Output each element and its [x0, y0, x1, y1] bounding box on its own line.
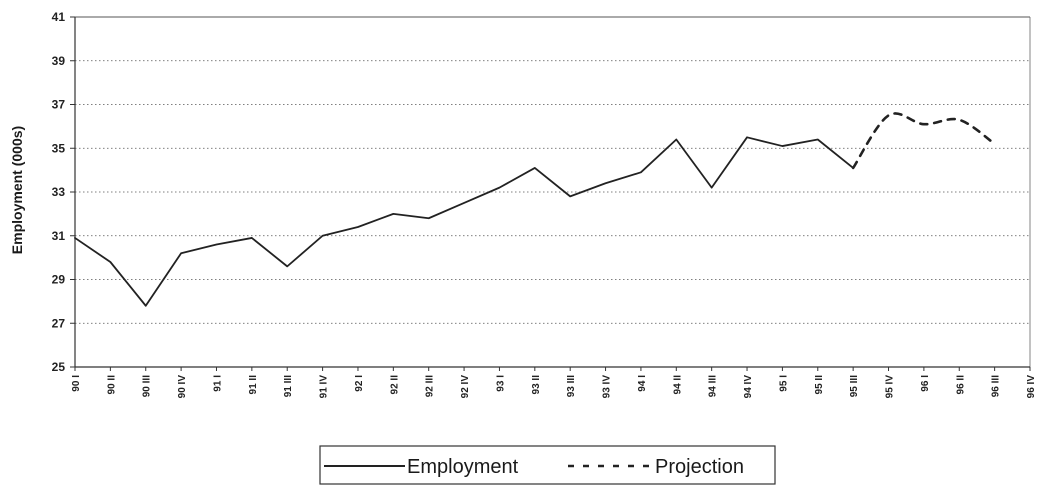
y-tick-label: 41 — [52, 10, 66, 24]
x-tick-label: 91 II — [248, 375, 259, 395]
x-tick-label: 93 II — [531, 375, 542, 395]
x-tick-label: 94 I — [637, 375, 648, 392]
x-tick-label: 96 II — [955, 375, 966, 395]
legend-projection-label: Projection — [655, 456, 744, 478]
legend: Employment Projection — [319, 445, 776, 485]
x-tick-label: 90 I — [71, 375, 82, 392]
x-tick-label: 91 I — [212, 375, 223, 392]
x-tick-label: 92 I — [354, 375, 365, 392]
x-tick-label: 93 IV — [602, 375, 613, 399]
x-tick-label: 95 I — [778, 375, 789, 392]
y-tick-label: 33 — [52, 185, 66, 199]
x-tick-label: 94 IV — [743, 375, 754, 399]
gridlines — [74, 16, 1031, 368]
y-tick-label: 31 — [52, 229, 66, 243]
series-line-employment — [74, 136, 855, 307]
y-tick-label: 29 — [52, 273, 66, 287]
x-tick-label: 95 IV — [885, 375, 896, 399]
x-tick-label: 96 III — [991, 375, 1002, 397]
y-tick-label: 37 — [52, 98, 66, 112]
series-lines — [74, 112, 996, 307]
x-tick-label: 91 III — [283, 375, 294, 397]
y-tick-label: 35 — [52, 141, 66, 155]
x-tick-label: 96 I — [920, 375, 931, 392]
x-tick-label: 90 IV — [177, 375, 188, 399]
x-tick-label: 96 IV — [1026, 375, 1037, 399]
x-axis-ticks: 90 I 90 II 90 III 90 IV 91 I 91 II 91 III 91 IV… — [71, 367, 1037, 398]
y-tick-label: 25 — [52, 360, 66, 374]
y-axis-label: Employment (000s) — [9, 126, 25, 254]
x-tick-label: 90 II — [106, 375, 117, 395]
legend-employment-label: Employment — [407, 456, 519, 478]
series-line-projection — [851, 112, 996, 170]
x-tick-label: 92 IV — [460, 375, 471, 399]
x-tick-label: 95 III — [849, 375, 860, 397]
x-tick-label: 93 I — [495, 375, 506, 392]
x-tick-label: 95 II — [814, 375, 825, 395]
y-tick-label: 27 — [52, 316, 66, 330]
x-tick-label: 94 II — [672, 375, 683, 395]
y-axis-ticks: 25 27 29 31 33 35 37 39 41 — [52, 10, 75, 374]
x-tick-label: 94 III — [708, 375, 719, 397]
x-tick-label: 92 II — [389, 375, 400, 395]
y-tick-label: 39 — [52, 54, 66, 68]
x-tick-label: 90 III — [142, 375, 153, 397]
x-tick-label: 93 III — [566, 375, 577, 397]
x-tick-label: 92 III — [425, 375, 436, 397]
x-tick-label: 91 IV — [319, 375, 330, 399]
